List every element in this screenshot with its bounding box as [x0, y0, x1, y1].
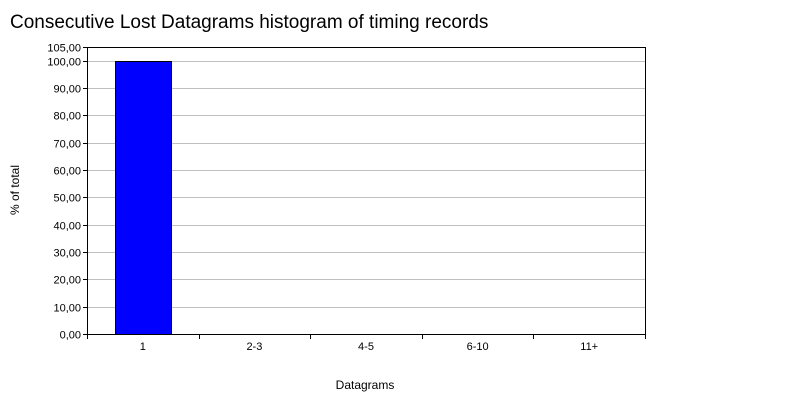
- y-tick-label: 50,00: [53, 193, 81, 205]
- y-axis-title: % of total: [8, 165, 22, 215]
- x-axis-title: Datagrams: [336, 378, 395, 392]
- bars: [115, 61, 172, 335]
- plot-frame: [87, 47, 646, 335]
- y-tick-label: 80,00: [53, 111, 81, 123]
- x-tick-label: 1: [140, 341, 146, 353]
- x-tick-label: 2-3: [246, 341, 262, 353]
- x-tick-label: 4-5: [358, 341, 374, 353]
- chart-title: Consecutive Lost Datagrams histogram of …: [10, 12, 489, 33]
- x-tick-label: 11+: [580, 341, 598, 353]
- y-tick-label: 20,00: [53, 275, 81, 287]
- y-tick-label: 60,00: [53, 166, 81, 178]
- y-tick-label: 90,00: [53, 84, 81, 96]
- y-tick-label: 10,00: [53, 303, 81, 315]
- y-tick-label: 105,00: [47, 43, 81, 55]
- axes: [83, 47, 646, 339]
- y-tick-labels: 0,00 10,00 20,00 30,00 40,00 50,00 60,00 70,00 8…: [47, 43, 81, 342]
- bar-1: [115, 61, 172, 335]
- y-tick-label: 40,00: [53, 221, 81, 233]
- y-tick-label: 30,00: [53, 248, 81, 260]
- x-tick-labels: 1 2-3 4-5 6-10 11+: [140, 341, 598, 353]
- y-tick-label: 0,00: [60, 330, 81, 342]
- y-tick-label: 70,00: [53, 139, 81, 151]
- x-tick-label: 6-10: [467, 341, 489, 353]
- y-tick-label: 100,00: [47, 57, 81, 69]
